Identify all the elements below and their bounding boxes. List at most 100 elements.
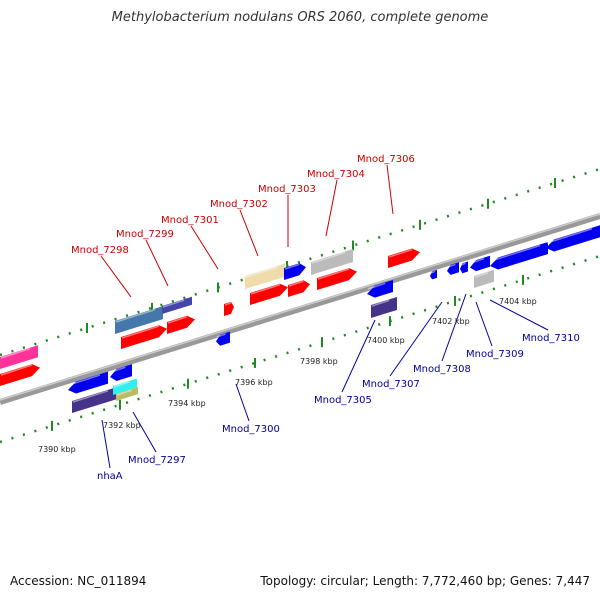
gene-features [0, 225, 600, 413]
label-mnod-7304: Mnod_7304 [307, 169, 365, 180]
gene-block-f6-shine [224, 302, 232, 306]
gene-block-f13-shine [388, 248, 413, 258]
gene-block-r10 [72, 387, 116, 413]
label-mnod-7297: Mnod_7297 [128, 455, 186, 466]
gene-block-f7 [250, 283, 288, 305]
label-mnod-7305: Mnod_7305 [314, 395, 372, 406]
leader-lines [100, 164, 549, 469]
gene-block-r1-shine [490, 244, 541, 262]
label-mnod-7309: Mnod_7309 [466, 349, 524, 360]
gene-block-f8 [288, 280, 310, 297]
gene-block-r7-shine [474, 271, 489, 278]
label-mnod-7303: Mnod_7303 [258, 184, 316, 195]
gene-block-r8-shine [68, 374, 101, 386]
gene-block-f4-shine [115, 308, 156, 323]
leader-nhaa [101, 419, 111, 469]
gene-block-f9-shine [245, 266, 278, 278]
leader-mnod-7306 [386, 164, 394, 215]
gene-block-f13 [388, 248, 420, 268]
gene-block-r8 [68, 371, 108, 394]
figure-title: Methylobacterium nodulans ORS 2060, comp… [111, 10, 489, 25]
leader-mnod-7308 [441, 293, 467, 362]
gene-block-r11 [113, 378, 137, 395]
gene-block-r10-shine [72, 390, 109, 403]
gene-block-r3 [470, 255, 490, 272]
gene-block-r9-shine [110, 366, 126, 373]
leader-mnod-7307 [389, 301, 443, 377]
gene-block-f11-shine [317, 268, 350, 280]
gene-block-r6-shine [430, 270, 436, 274]
gene-block-f2-shine [121, 325, 160, 339]
label-mnod-7301: Mnod_7301 [161, 215, 219, 226]
gene-block-f3 [167, 315, 195, 334]
gene-block-f10 [284, 263, 306, 280]
genome-summary: Topology: circular; Length: 7,772,460 bp… [260, 574, 590, 588]
scale-tick-label-7: 7404 kbp [499, 297, 537, 306]
gene-block-r2 [546, 225, 600, 252]
gene-block-f12 [311, 248, 353, 275]
scale-tick-label-6: 7402 kbp [432, 317, 470, 326]
gene-block-f10-shine [284, 263, 300, 270]
gene-block-r2-shine [546, 228, 593, 244]
gene-block-f8-shine [288, 280, 304, 287]
gene-block-r15 [371, 296, 397, 318]
leader-mnod-7309 [475, 301, 493, 347]
guide-lines [0, 167, 600, 444]
leader-mnod-7299 [145, 239, 169, 287]
gene-block-r5-shine [460, 262, 466, 266]
gene-block-f7-shine [250, 283, 281, 295]
leader-mnod-7298 [100, 255, 132, 298]
gene-block-r7 [474, 269, 494, 288]
gene-block-r6 [430, 269, 437, 280]
gene-block-f6 [224, 301, 234, 316]
gene-block-f3-shine [167, 316, 188, 324]
gene-block-r13 [216, 331, 230, 346]
scale-tick-label-3: 7396 kbp [235, 378, 273, 387]
gene-block-f5 [162, 296, 192, 314]
leader-mnod-7310 [489, 299, 549, 331]
gene-block-f12-shine [311, 251, 346, 264]
leader-mnod-7302 [239, 209, 259, 257]
gene-block-r12-shine [116, 389, 132, 396]
gene-block-f0-shine [0, 347, 31, 359]
gene-block-f11 [317, 268, 357, 290]
scale-tick-labels: 7390 kbp 7392 kbp 7394 kbp 7396 kbp 7398 kbp… [38, 297, 537, 454]
gene-block-f5-shine [162, 299, 185, 308]
label-mnod-7299: Mnod_7299 [116, 229, 174, 240]
leader-mnod-7301 [190, 225, 219, 270]
scale-tick-label-4: 7398 kbp [300, 357, 338, 366]
gene-block-f0 [0, 345, 38, 369]
gene-block-f1 [0, 364, 40, 386]
scale-tick-label-5: 7400 kbp [367, 336, 405, 345]
label-mnod-7308: Mnod_7308 [413, 364, 471, 375]
label-mnod-7302: Mnod_7302 [210, 199, 268, 210]
gene-block-r15-shine [371, 299, 390, 307]
gene-block-r4 [447, 262, 459, 275]
scale-tick-label-0: 7390 kbp [38, 445, 76, 454]
gene-block-f4 [115, 306, 163, 334]
gene-block-r3-shine [470, 257, 485, 264]
leader-mnod-7297 [132, 411, 157, 453]
label-mnod-7298: Mnod_7298 [71, 245, 129, 256]
gene-block-f1-shine [0, 364, 33, 376]
scale-tick-label-2: 7394 kbp [168, 399, 206, 408]
gene-block-f2 [121, 325, 167, 349]
label-nhaa: nhaA [97, 471, 123, 482]
gene-block-f9 [245, 263, 285, 289]
leader-mnod-7300 [235, 383, 250, 422]
genome-backbone [0, 213, 600, 405]
label-mnod-7306: Mnod_7306 [357, 154, 415, 165]
gene-block-r14 [367, 279, 393, 298]
label-mnod-7300: Mnod_7300 [222, 424, 280, 435]
accession-text: Accession: NC_011894 [10, 574, 147, 588]
leader-mnod-7305 [341, 319, 376, 393]
gene-block-r13-shine [216, 333, 227, 338]
label-mnod-7310: Mnod_7310 [522, 333, 580, 344]
leader-mnod-7304 [325, 179, 338, 237]
gene-block-r14-shine [367, 282, 386, 290]
gene-block-r9 [110, 364, 132, 381]
gene-block-r1 [490, 242, 548, 270]
scale-tick-label-1: 7392 kbp [103, 421, 141, 430]
gene-block-r4-shine [447, 263, 456, 268]
